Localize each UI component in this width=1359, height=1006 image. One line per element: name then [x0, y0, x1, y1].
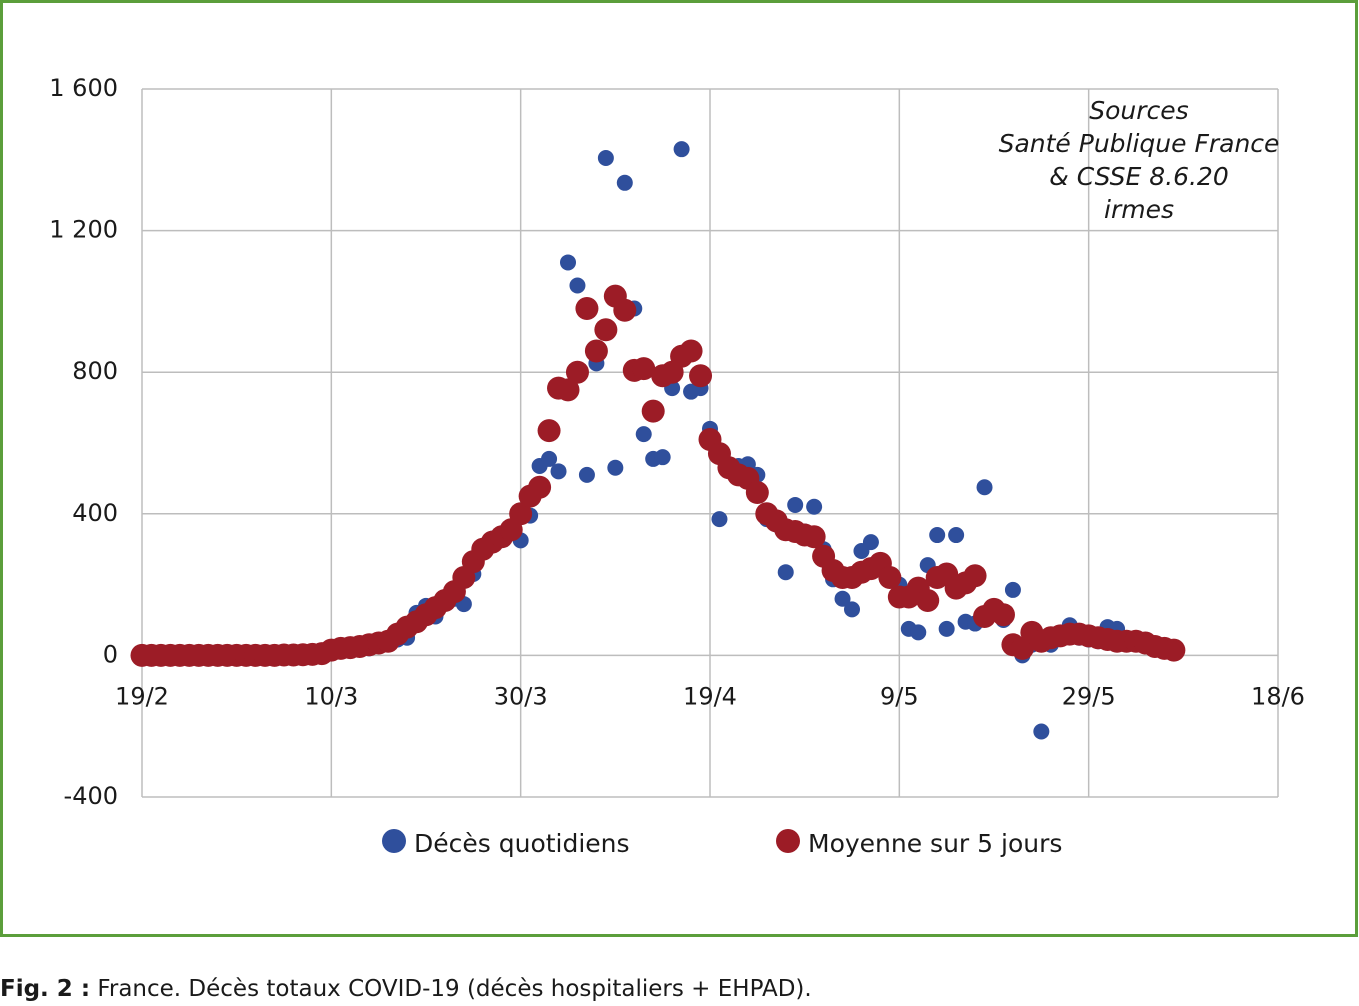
point: [560, 254, 576, 271]
y-tick-label: -400: [64, 782, 118, 810]
point: [862, 534, 879, 551]
annotation: Santé Publique France: [999, 129, 1280, 158]
point: [976, 479, 993, 496]
x-tick-label: 30/3: [494, 682, 548, 710]
point: [673, 141, 690, 158]
point: [509, 502, 533, 526]
point: [787, 496, 804, 513]
caption-text: France. Décès totaux COVID-19 (décès hos…: [97, 976, 812, 1002]
point: [777, 564, 794, 581]
x-tick-label: 9/5: [880, 682, 919, 710]
point: [641, 399, 665, 423]
point: [1162, 638, 1186, 662]
point: [632, 357, 656, 381]
point: [541, 450, 558, 467]
point: [569, 277, 586, 294]
point: [613, 298, 637, 322]
annotation: & CSSE 8.6.20: [1049, 162, 1228, 191]
point: [844, 601, 860, 618]
point: [910, 624, 927, 641]
point: [528, 475, 552, 499]
point: [878, 566, 902, 590]
y-tick-label: 1 600: [49, 74, 118, 102]
caption: Fig. 2 : France. Décès totaux COVID-19 (…: [0, 976, 812, 1002]
point: [594, 318, 618, 342]
point: [806, 498, 823, 515]
point: [654, 449, 671, 466]
point: [1004, 581, 1021, 598]
point: [802, 525, 826, 549]
point: [689, 364, 713, 388]
point: [834, 590, 851, 607]
y-tick-label: 800: [72, 357, 118, 385]
annotation: Sources: [1089, 96, 1188, 125]
point: [745, 481, 769, 505]
point: [948, 527, 965, 544]
point: [963, 564, 987, 588]
point: [556, 378, 580, 402]
caption-label: Fig. 2 :: [0, 976, 91, 1002]
point: [575, 296, 599, 320]
chart: -400 0 400 800 1 200 1 600 19/2 10/3 30/3 19/4 9/5…: [0, 0, 1358, 937]
x-tick-label: 29/5: [1062, 682, 1116, 710]
point: [991, 603, 1015, 627]
y-tick-label: 0: [103, 640, 118, 668]
legend-marker: [382, 829, 406, 853]
x-tick-label: 10/3: [304, 682, 358, 710]
point: [711, 511, 728, 528]
legend-label: Moyenne sur 5 jours: [808, 829, 1062, 858]
point: [597, 150, 614, 167]
point: [635, 426, 652, 443]
point: [578, 466, 595, 483]
x-tick-label: 19/4: [683, 682, 737, 710]
point: [537, 419, 561, 443]
legend-label: Décès quotidiens: [414, 829, 630, 858]
x-tick-label: 19/2: [115, 682, 169, 710]
point: [550, 463, 567, 480]
annotation: irmes: [1104, 195, 1174, 224]
point: [1033, 723, 1050, 740]
y-tick-label: 400: [72, 499, 118, 527]
point: [565, 360, 589, 384]
point: [679, 339, 703, 363]
y-tick-label: 1 200: [49, 216, 118, 244]
point: [584, 339, 608, 363]
point: [938, 620, 955, 637]
point: [607, 459, 624, 476]
point: [916, 589, 940, 613]
point: [616, 174, 633, 191]
legend-marker: [776, 829, 800, 853]
x-tick-label: 18/6: [1251, 682, 1305, 710]
point: [929, 527, 946, 544]
frame: [0, 0, 1358, 937]
